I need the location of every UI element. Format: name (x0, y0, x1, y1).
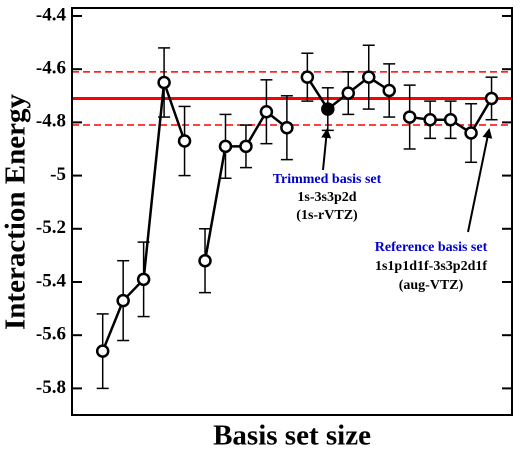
data-point (443, 112, 458, 127)
arrow (321, 128, 332, 171)
y-tick-label: -5 (50, 164, 66, 185)
y-tick-label: -4.4 (36, 4, 67, 25)
plot-frame (71, 7, 513, 416)
annotation: Trimmed basis set (273, 172, 382, 187)
data-point (136, 272, 151, 287)
data-point (321, 102, 335, 116)
data-point (402, 110, 417, 124)
y-tick-label: -5.6 (36, 324, 66, 345)
x-axis-label: Basis set size (213, 420, 371, 452)
data-point (95, 344, 110, 358)
data-point (341, 86, 356, 100)
arrow (467, 128, 493, 233)
data-point (157, 75, 171, 90)
data-point (198, 253, 212, 268)
data-point (464, 126, 478, 140)
data-point (423, 112, 437, 127)
data-point (239, 139, 253, 154)
y-tick-label: -5.4 (36, 270, 67, 291)
data-point (280, 120, 294, 135)
y-tick-label: -4.6 (36, 58, 66, 79)
data-point (382, 83, 396, 98)
data-point (259, 104, 274, 119)
data-point (300, 70, 315, 84)
y-tick-label: -4.8 (36, 111, 66, 132)
annotation: (aug-VTZ) (399, 278, 464, 293)
data-point (116, 293, 130, 308)
data-point (218, 139, 233, 154)
data-point (484, 91, 499, 106)
annotation: 1s1p1d1f-3s3p2d1f (375, 259, 487, 274)
annotation: (1s-rVTZ) (296, 208, 358, 223)
y-tick-label: -5.8 (36, 377, 66, 398)
annotation: 1s-3s3p2d (297, 190, 356, 205)
annotation: Reference basis set (375, 240, 488, 255)
y-axis-label: Interaction Energy (0, 94, 32, 330)
data-point (177, 134, 192, 148)
data-point (361, 70, 376, 84)
y-tick-label: -5.2 (36, 217, 66, 238)
